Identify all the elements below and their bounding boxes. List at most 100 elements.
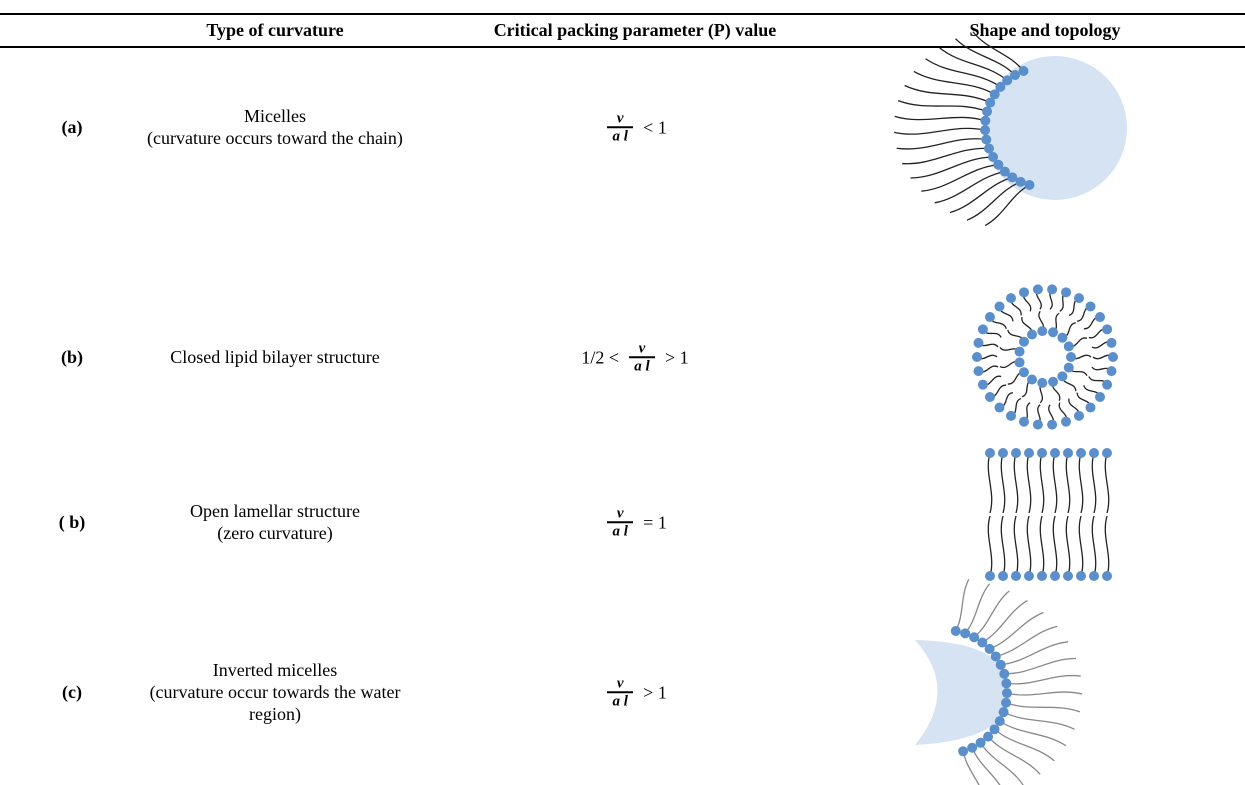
head	[1066, 352, 1076, 362]
head	[1063, 448, 1073, 458]
head	[991, 651, 1001, 661]
head	[980, 125, 990, 135]
tail	[1092, 516, 1095, 576]
head	[998, 571, 1008, 581]
head	[1107, 338, 1117, 348]
tail	[1105, 453, 1108, 513]
tail	[996, 626, 1057, 656]
tail	[1066, 516, 1069, 576]
head	[1074, 293, 1084, 303]
tail	[973, 32, 1024, 71]
head	[1050, 448, 1060, 458]
head	[1089, 571, 1099, 581]
head	[982, 106, 992, 116]
tail	[956, 579, 969, 631]
head	[973, 338, 983, 348]
head	[1024, 571, 1034, 581]
tail	[1001, 642, 1068, 665]
head	[1011, 448, 1021, 458]
head	[1057, 333, 1067, 343]
tail	[950, 177, 1012, 212]
head	[1018, 66, 1028, 76]
head	[1086, 301, 1096, 311]
head	[985, 312, 995, 322]
tail	[974, 591, 1009, 637]
head	[1006, 293, 1016, 303]
head	[1033, 284, 1043, 294]
head	[1108, 352, 1118, 362]
tail	[1079, 516, 1082, 576]
head	[1095, 312, 1105, 322]
head	[973, 366, 983, 376]
head	[1015, 347, 1025, 357]
head	[1019, 417, 1029, 427]
head	[1089, 448, 1099, 458]
tail	[1004, 659, 1076, 674]
head	[1064, 341, 1074, 351]
head	[951, 626, 961, 636]
tail	[1000, 721, 1066, 746]
head	[1047, 420, 1057, 430]
head	[1037, 326, 1047, 336]
head	[1024, 180, 1034, 190]
tail	[1001, 453, 1004, 513]
head	[1037, 378, 1047, 388]
tail	[1040, 453, 1043, 513]
page: Type of curvature Critical packing param…	[0, 0, 1245, 785]
tail	[988, 516, 991, 576]
head	[1064, 363, 1074, 373]
head	[995, 716, 1005, 726]
illustrations	[0, 0, 1245, 785]
head	[1102, 571, 1112, 581]
tail	[1092, 453, 1095, 513]
tail	[982, 601, 1027, 643]
head	[1033, 420, 1043, 430]
head	[985, 392, 995, 402]
tail	[935, 172, 1005, 203]
tail	[926, 59, 1001, 87]
head	[1047, 284, 1057, 294]
head	[999, 707, 1009, 717]
head	[980, 116, 990, 126]
tail	[1105, 516, 1108, 576]
head	[1048, 377, 1058, 387]
tail	[1027, 453, 1030, 513]
tail	[1004, 712, 1075, 729]
tail	[988, 737, 1040, 775]
head	[976, 738, 986, 748]
head	[985, 571, 995, 581]
head	[1001, 678, 1011, 688]
tail	[1006, 676, 1080, 684]
head	[1019, 367, 1029, 377]
tail	[981, 743, 1024, 785]
head	[1037, 448, 1047, 458]
head	[1027, 375, 1037, 385]
head	[999, 669, 1009, 679]
head	[1076, 571, 1086, 581]
head	[1102, 380, 1112, 390]
tail	[898, 101, 987, 112]
head	[1001, 698, 1011, 708]
head	[1011, 571, 1021, 581]
head	[996, 660, 1006, 670]
head	[988, 152, 998, 162]
head	[994, 403, 1004, 413]
head	[960, 628, 970, 638]
head	[1061, 287, 1071, 297]
head	[978, 380, 988, 390]
head	[1050, 571, 1060, 581]
tail	[895, 116, 986, 120]
tail	[1027, 516, 1030, 576]
head	[1074, 411, 1084, 421]
head	[958, 746, 968, 756]
tail	[1053, 453, 1056, 513]
head	[1027, 329, 1037, 339]
head	[1019, 287, 1029, 297]
head	[984, 144, 994, 154]
tail	[967, 182, 1021, 220]
tail	[902, 148, 989, 163]
head	[1095, 392, 1105, 402]
tail	[1007, 692, 1082, 695]
head	[1063, 571, 1073, 581]
head	[1048, 327, 1058, 337]
